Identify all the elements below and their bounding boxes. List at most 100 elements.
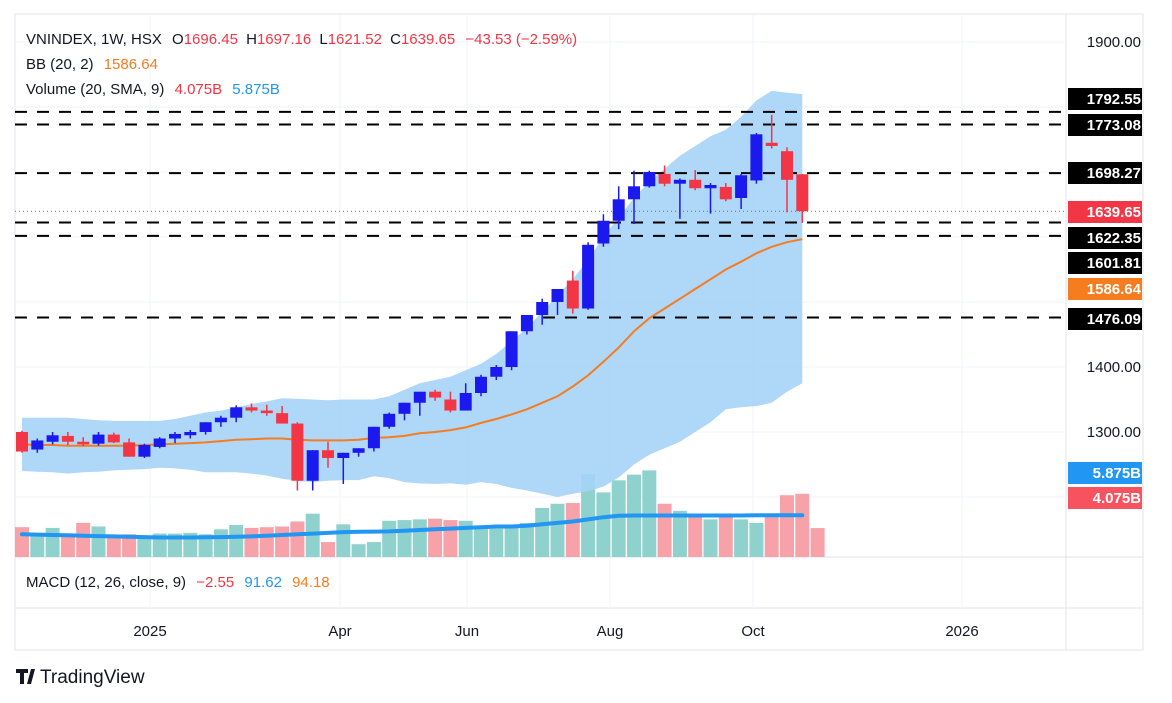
level-tag-bg [1068,88,1142,110]
bb-basis-line [21,238,803,447]
candle-body [750,134,763,181]
volume-bar [565,503,580,557]
level-tag: 1698.27 [1068,162,1142,184]
candle-body [765,142,778,146]
volume-bar [213,529,228,557]
candle-body [367,426,380,449]
candle [77,437,90,447]
time-tick-label: 2026 [945,623,978,640]
change-value: −43.53 (−2.59%) [465,31,577,48]
candle-body [31,440,44,450]
candle-body [444,399,457,411]
candle-body [322,450,334,458]
volume-bar [550,503,565,557]
symbol-label: VNINDEX, 1W, HSX [26,31,162,48]
candle-body [398,402,411,414]
price-tick-label: 1300.00 [1087,424,1141,441]
candle [352,448,365,457]
candle [291,422,304,491]
volume-bar [734,519,749,557]
legend-bb: BB (20, 2) 1586.64 [26,56,158,73]
candle-body [719,186,732,200]
level-tag-bg [1068,252,1142,274]
candle [276,406,289,424]
candle-body [612,199,625,221]
candle-body [184,432,197,436]
volume-bars [15,470,825,557]
candle [704,183,717,214]
volume-bar [275,526,290,557]
level-tag-text: 1622.35 [1087,230,1141,247]
tradingview-logo-icon [16,669,35,684]
candle [781,147,793,213]
volume-bar [366,542,381,557]
candle [61,432,74,445]
candle [199,422,212,435]
candle [643,170,656,188]
candle [214,415,227,427]
candle-body [475,376,487,393]
volume-bar [229,525,244,557]
open-value: 1696.45 [184,31,238,48]
volume-bar [15,527,29,557]
volume-bar [91,526,106,557]
bb-label: BB (20, 2) [26,56,94,73]
candle-body [643,172,656,187]
candle [765,114,778,149]
close-label: C [390,31,401,48]
volume-bar [749,522,764,557]
volume-bar [718,516,733,557]
candle [306,450,319,491]
candle-body [352,448,365,453]
candle-body [459,393,472,411]
candle [796,173,809,224]
candle-body [566,280,579,309]
candle-body [658,173,671,184]
time-axis: 2025 Apr Jun Aug Oct 2026 [133,623,978,640]
candle [750,133,763,184]
candle [628,170,640,224]
candles[interactable] [16,114,809,491]
volume-bar [351,544,366,557]
volume-bar [137,536,152,557]
current-price-tag-text: 1639.65 [1087,204,1141,221]
volume-bar [244,527,259,557]
level-tag-bg [1068,227,1142,249]
volume-bar [688,515,703,557]
candle-body [796,174,809,212]
high-value: 1697.16 [257,31,311,48]
level-tag: 1601.81 [1068,252,1142,274]
candle [520,315,533,335]
volume-sma-line [20,513,805,540]
level-tag-text: 1601.81 [1087,255,1141,272]
chart-frame [14,13,1144,651]
volume-bar [76,522,91,557]
candle-body [689,179,702,189]
volume-bar [397,520,412,557]
level-tag: 1476.09 [1068,308,1142,330]
candle-body [260,410,273,414]
volume-tag-text: 4.075B [1093,490,1142,507]
volume-bar [703,519,718,557]
candle-body [199,422,212,432]
open-label: O [172,31,184,48]
candle [367,426,380,452]
candle-body [169,433,181,439]
tradingview-logo[interactable]: TradingView [16,667,145,688]
candle [475,374,487,397]
candle-body [245,407,258,411]
candle-body [153,438,166,447]
bb-value: 1586.64 [104,56,158,73]
candle-body [306,450,319,481]
volume-bar [611,480,626,557]
volume-bar [60,533,75,557]
candle [107,432,120,444]
candle-body [230,407,243,418]
candle-body [77,441,90,445]
volume-bar [122,534,137,557]
candle [153,437,166,449]
candle-body [92,434,105,444]
candle-body [291,423,304,481]
time-tick-label: Jun [455,623,479,640]
